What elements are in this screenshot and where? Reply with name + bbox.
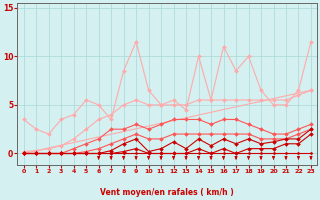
- X-axis label: Vent moyen/en rafales ( km/h ): Vent moyen/en rafales ( km/h ): [100, 188, 234, 197]
